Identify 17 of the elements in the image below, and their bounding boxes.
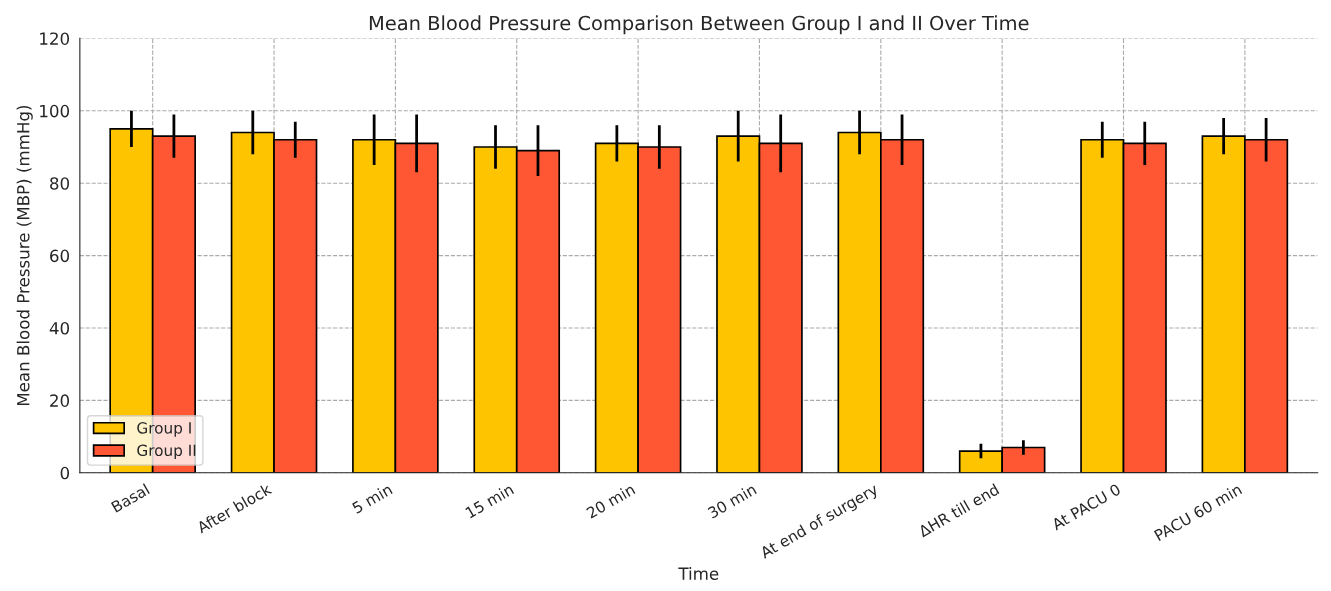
- x-axis-title: Time: [678, 567, 719, 580]
- y-axis-title: Mean Blood Pressure (MBP) (mmHg): [16, 105, 33, 406]
- y-tick-label: 0: [60, 466, 70, 480]
- y-tick-label: 80: [50, 177, 70, 190]
- y-tick-label: 40: [49, 321, 70, 335]
- x-tick-label: 20 min: [585, 483, 636, 519]
- y-tick-label: 60: [50, 249, 70, 263]
- x-tick-label: 5 min: [351, 483, 393, 514]
- y-tick-label: 20: [50, 394, 70, 407]
- x-tick-label: 15 min: [464, 483, 515, 519]
- chart-title: Mean Blood Pressure Comparison Between Group I and II Over Time: [369, 15, 1029, 35]
- legend-label: Group II: [137, 444, 196, 460]
- x-tick-label: 30 min: [707, 483, 757, 519]
- y-tick-label: 120: [40, 32, 70, 45]
- y-tick-label: 100: [40, 104, 70, 118]
- legend-label: Group I: [137, 422, 191, 437]
- x-tick-label: ΔHR till end: [917, 483, 1000, 538]
